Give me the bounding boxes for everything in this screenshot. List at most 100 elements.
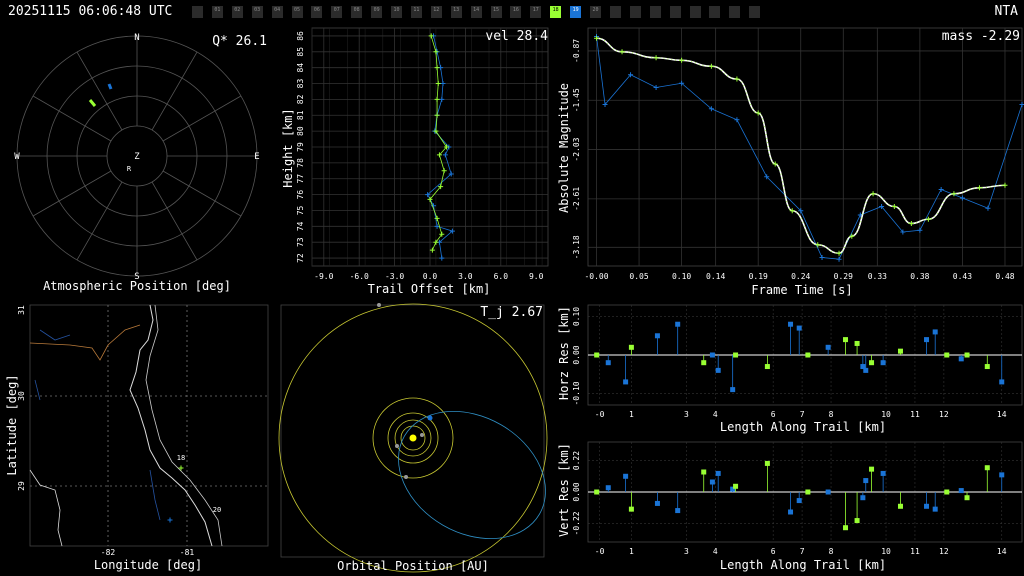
mag-ylabel: Absolute Magnitude: [557, 83, 571, 213]
mag-point-green: [908, 221, 914, 226]
camera-slot: [192, 6, 203, 18]
trail-ytick: 72: [296, 253, 305, 263]
res-point-blue: [863, 478, 869, 484]
planet-marker: [420, 433, 424, 437]
res-point-blue: [999, 472, 1005, 478]
trail-point-green: [438, 184, 444, 190]
mag-point-blue: [679, 80, 685, 86]
trail-point-blue: [449, 228, 455, 234]
trail-xtick: -9.0: [314, 272, 333, 281]
trail-xlabel: Trail Offset [km]: [368, 282, 491, 296]
trail-point-green: [434, 96, 440, 102]
polar-track-green: [88, 99, 97, 107]
trail-xtick: -3.0: [385, 272, 404, 281]
mag-point-green: [976, 185, 982, 191]
mag-point-green: [951, 191, 957, 197]
res-xtick: 3: [684, 547, 689, 556]
res-point-blue: [932, 329, 938, 335]
mag-point-green: [594, 35, 600, 41]
trail-point-green: [433, 128, 439, 134]
trail-ytick: 77: [296, 174, 305, 184]
trail-point-blue: [439, 96, 445, 102]
res-point-blue: [958, 356, 964, 362]
res-point-blue: [709, 479, 715, 485]
mag-xtick: 0.43: [953, 272, 972, 281]
res-point-blue: [715, 367, 721, 373]
mag-point-blue: [734, 117, 740, 123]
camera-slot: 07: [331, 6, 343, 18]
res-point-blue: [999, 379, 1005, 385]
trail-panel: -9.0 -6.0 -3.0 0.0 3.0 6.0 9.0 72 73 74 75 76 77 78 79…: [281, 27, 549, 296]
polar-track-blue: [107, 83, 113, 90]
trail-line-blue: [427, 35, 454, 259]
mag-xtick: 0.10: [672, 272, 691, 281]
map-coastline: [129, 304, 213, 547]
map-station-18: [178, 465, 184, 471]
plot-frame: [29, 304, 269, 547]
res-point-green: [984, 364, 990, 370]
polar-metric: Q* 26.1: [212, 34, 267, 49]
mag-point-green: [789, 208, 795, 214]
res-ytick: -0.22: [572, 511, 581, 535]
mag-point-blue: [938, 187, 944, 192]
trail-ytick: 73: [296, 237, 305, 247]
res-point-green: [701, 360, 707, 366]
mag-xtick: 0.48: [995, 272, 1014, 281]
mag-ytick: -3.18: [572, 235, 581, 259]
mag-point-green: [891, 204, 897, 209]
polar-west-label: W: [14, 152, 20, 162]
camera-slot: 06: [311, 6, 323, 18]
map-station-label-20: 20: [213, 506, 221, 514]
mag-xtick: 0.38: [910, 272, 929, 281]
mag-xtick: 0.24: [791, 272, 810, 281]
res-point-green: [843, 525, 849, 531]
polar-spoke: [32, 95, 112, 142]
meteoroid-orbit: [398, 411, 546, 539]
ground-map: -82 -81 29 30 31 18 20: [17, 304, 269, 557]
camera-slot: 02: [231, 6, 243, 18]
camera-slot: 14: [470, 6, 482, 18]
mag-point-green: [679, 57, 685, 63]
vert-ylabel: Vert Res [km]: [557, 443, 571, 537]
res-point-green: [869, 466, 875, 472]
map-xlabel: Longitude [deg]: [94, 558, 202, 572]
res-point-blue: [715, 470, 721, 476]
vert-res-panel: -0 1 3 4 6 7 8 10 11 12 14 0.22 0.00 -0.22 Length Alo…: [557, 441, 1023, 572]
res-ytick: 0.10: [572, 307, 581, 326]
res-xtick: 7: [800, 547, 805, 556]
trail-point-green: [439, 231, 445, 237]
camera-slot: 20: [590, 6, 601, 18]
res-xtick: 14: [997, 410, 1007, 419]
mag-ytick: -1.45: [572, 88, 581, 112]
map-gulf-coast: [29, 469, 63, 547]
mag-xtick: 0.14: [706, 272, 725, 281]
res-point-blue: [825, 344, 831, 350]
res-point-green: [764, 364, 770, 370]
camera-slot: [729, 6, 741, 18]
mag-xtick: 0.19: [749, 272, 768, 281]
res-xtick: 14: [997, 547, 1007, 556]
camera-slot: [609, 6, 621, 18]
polar-spoke: [162, 95, 242, 142]
polar-grid: [16, 35, 258, 277]
trail-plot: -9.0 -6.0 -3.0 0.0 3.0 6.0 9.0 72 73 74 75 76 77 78 79…: [296, 27, 549, 281]
res-point-green: [733, 352, 739, 358]
map-rivers: [34, 329, 161, 521]
camera-slot: 04: [271, 6, 283, 18]
res-point-green: [733, 483, 739, 489]
trail-point-green: [441, 168, 447, 174]
magnitude-plot: -0.00 0.05 0.10 0.14 0.19 0.24 0.29 0.33 0.38 0.4…: [572, 27, 1024, 281]
trail-ytick: 84: [296, 63, 305, 73]
res-point-blue: [825, 489, 831, 495]
horz-res-panel: -0 1 3 4 6 7 8 10 11 12 14 0.10 0.00 -0.10 Length Alo…: [557, 304, 1023, 434]
mag-point-green: [815, 242, 821, 248]
map-ytick: 29: [17, 481, 26, 491]
mag-point-blue: [628, 72, 634, 78]
camera-slot: 11: [410, 6, 422, 18]
mag-point-green: [772, 161, 778, 167]
mag-point-blue: [959, 195, 965, 201]
res-point-blue: [924, 337, 930, 343]
orbit-xlabel: Orbital Position [AU]: [337, 559, 489, 573]
res-point-blue: [709, 352, 715, 358]
orbit-plot: [278, 303, 548, 573]
